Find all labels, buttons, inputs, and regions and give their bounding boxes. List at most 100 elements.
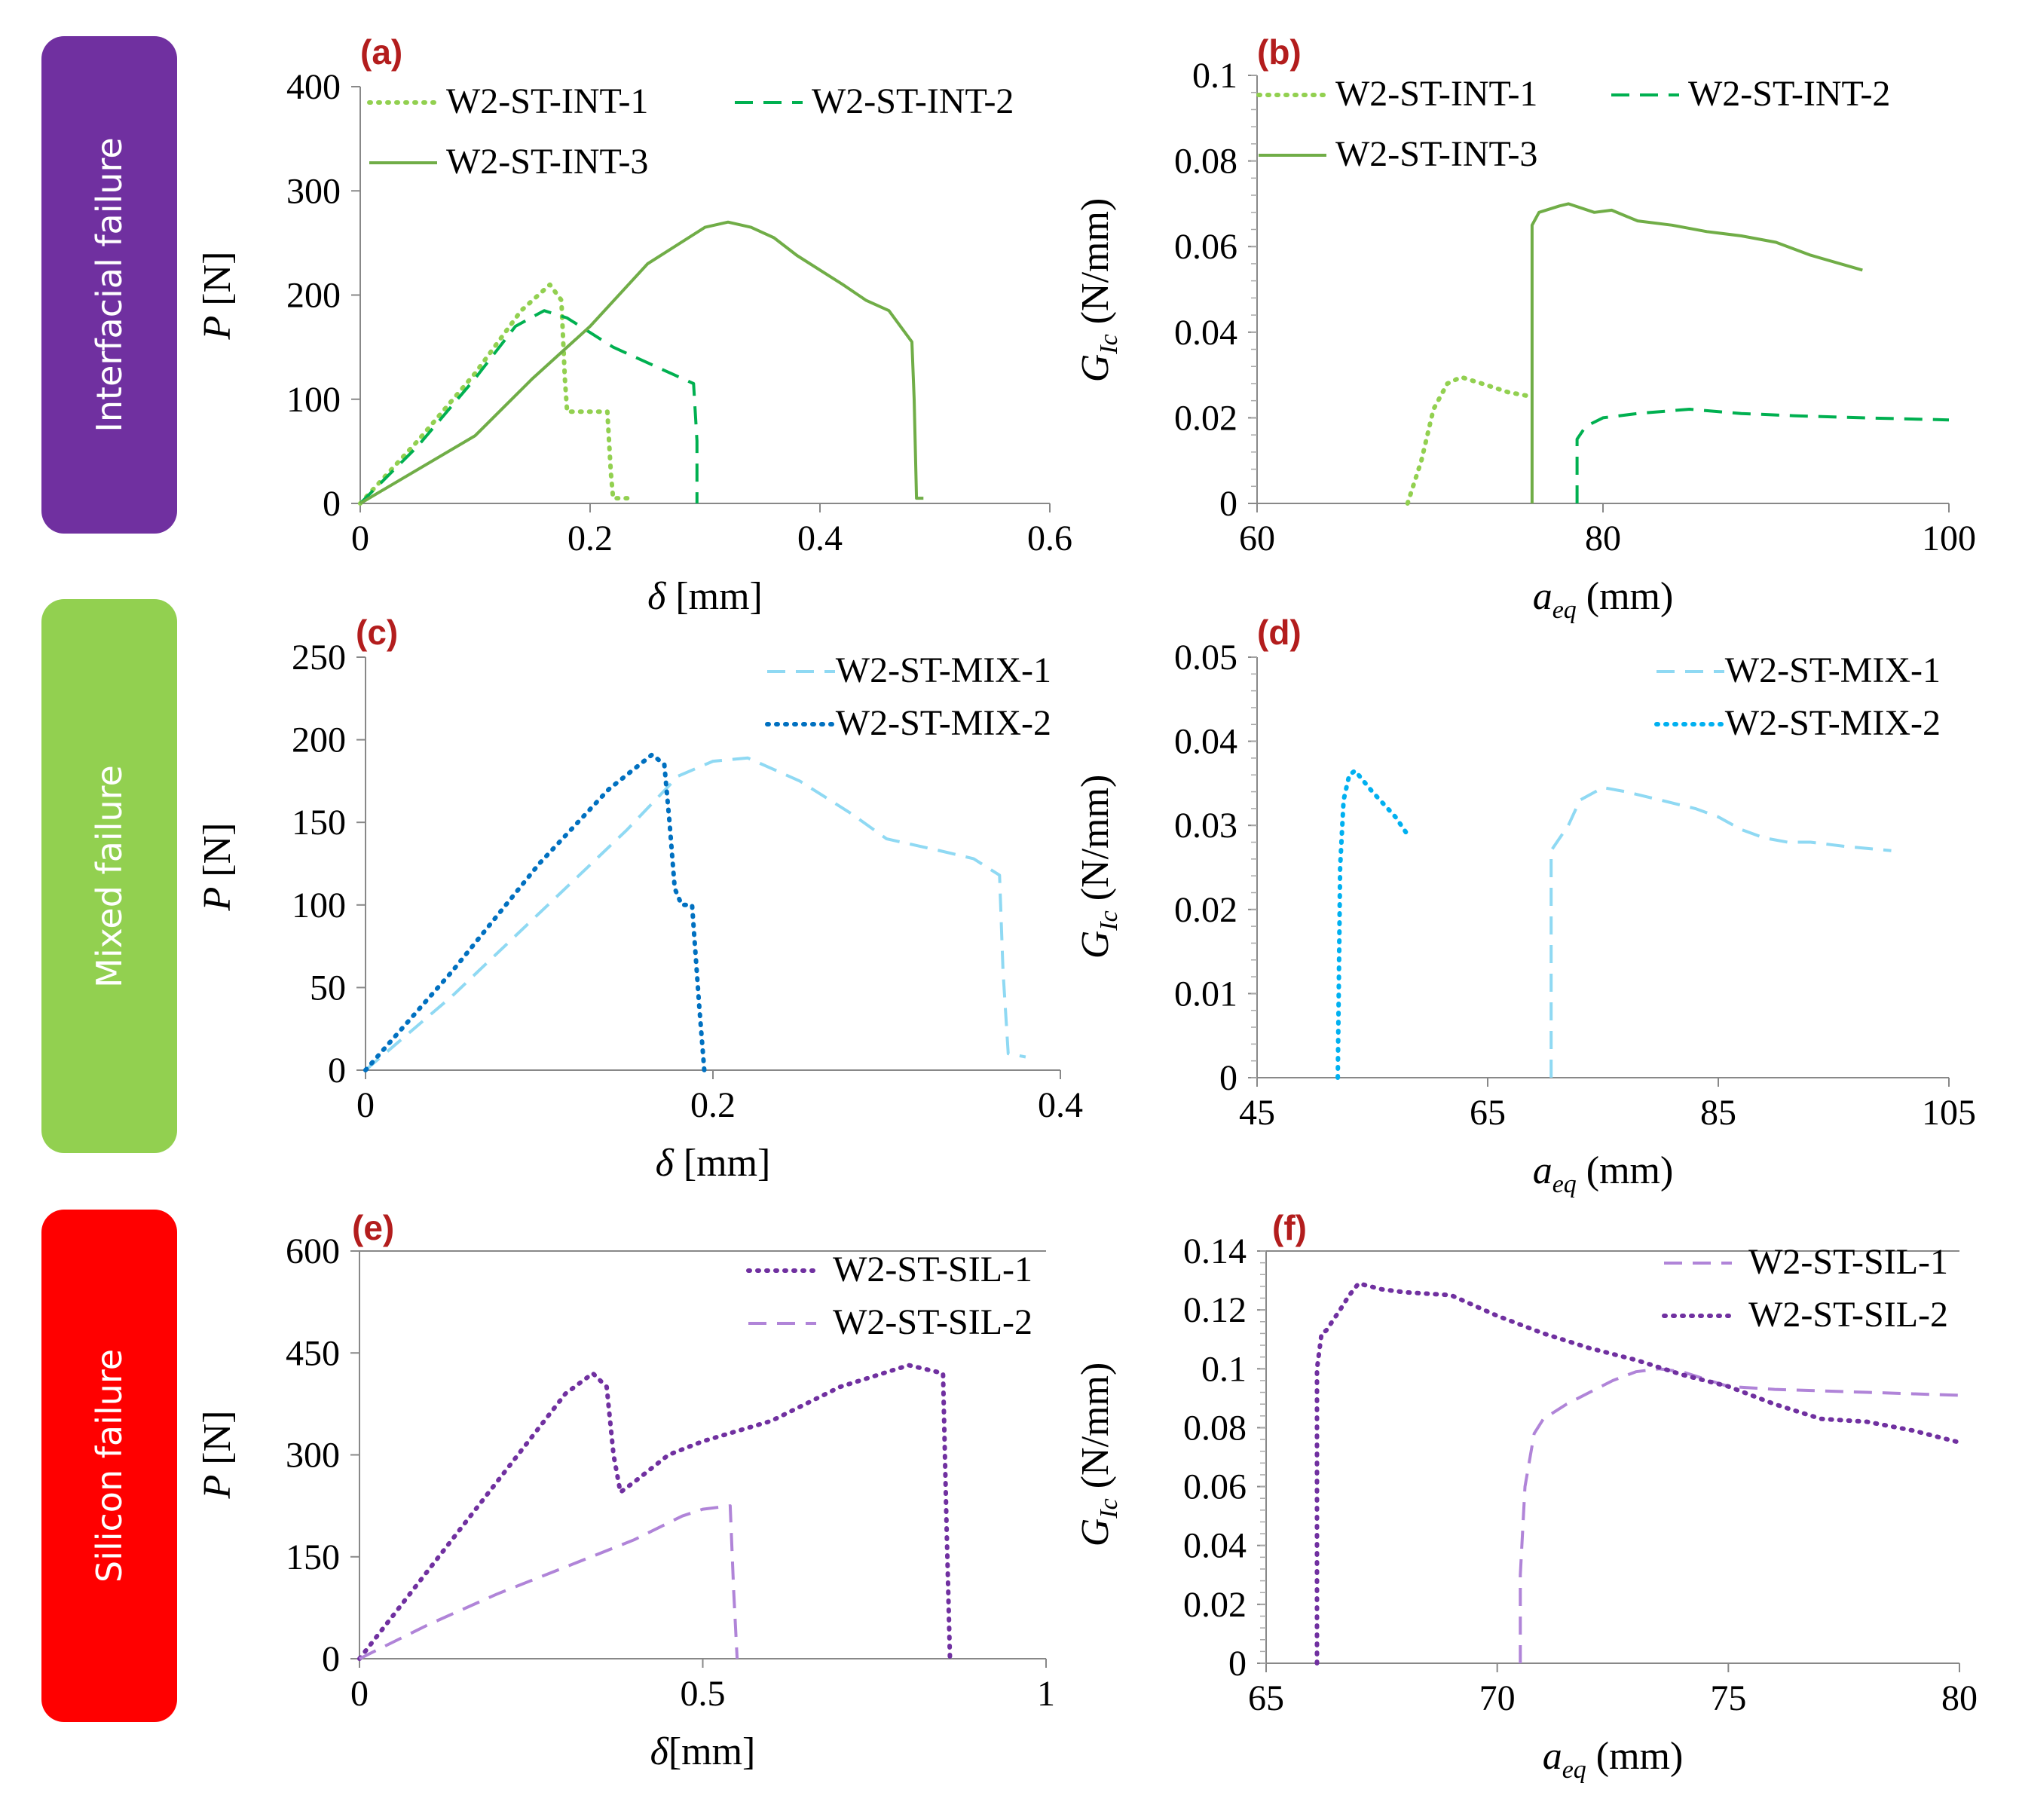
y-tick-label: 0.04 — [1174, 722, 1237, 762]
x-tick-label: 0 — [356, 1085, 375, 1125]
y-tick-label: 0.06 — [1183, 1467, 1247, 1507]
series-line-W2-ST-INT-2 — [359, 309, 699, 505]
y-tick-label: 300 — [286, 1436, 340, 1476]
y-tick-label: 400 — [286, 67, 341, 107]
x-tick-label: 85 — [1700, 1093, 1736, 1133]
panel-label: (b) — [1257, 32, 1302, 72]
legend-label: W2-ST-SIL-1 — [833, 1250, 1032, 1289]
x-tick-label: 0 — [350, 1674, 369, 1714]
y-tick-label: 0 — [328, 1051, 346, 1090]
legend-label: W2-ST-MIX-1 — [836, 650, 1051, 690]
x-tick-label: 1 — [1037, 1674, 1055, 1714]
legend-label: W2-ST-INT-1 — [1335, 74, 1537, 114]
y-tick-label: 200 — [292, 720, 346, 760]
y-tick-label: 0.01 — [1174, 974, 1237, 1014]
y-tick-label: 150 — [286, 1537, 340, 1577]
x-axis-label: aeq (mm) — [1533, 1149, 1674, 1198]
y-tick-label: 0.02 — [1183, 1585, 1247, 1625]
y-tick-label: 0.08 — [1174, 142, 1237, 182]
series-line-W2-ST-SIL-2 — [1314, 1281, 1962, 1666]
x-tick-label: 0 — [351, 518, 369, 558]
x-tick-label: 70 — [1479, 1678, 1516, 1718]
y-tick-label: 50 — [310, 968, 346, 1008]
y-tick-label: 0 — [323, 484, 341, 524]
y-tick-label: 0.08 — [1183, 1408, 1247, 1448]
y-axis-label: GIc (N/mm) — [1074, 775, 1123, 959]
x-tick-label: 65 — [1248, 1678, 1284, 1718]
legend-label: W2-ST-SIL-2 — [833, 1302, 1032, 1342]
panel-label: (d) — [1257, 613, 1302, 652]
y-tick-label: 0 — [1219, 484, 1237, 524]
y-tick-label: 0.14 — [1183, 1231, 1247, 1271]
y-tick-label: 0.05 — [1174, 638, 1237, 678]
x-tick-label: 60 — [1239, 518, 1275, 558]
legend-label: W2-ST-INT-3 — [446, 142, 648, 182]
x-tick-label: 0.2 — [567, 518, 613, 558]
row-label-interfacial: Interfacial failure — [41, 36, 177, 534]
series-line-W2-ST-SIL-2 — [359, 1504, 739, 1660]
chart-panel-4: 0 0.5 1 0 150 300 450 600 W2-ST-SIL-1 W2-ST-SIL-2… — [196, 1208, 1055, 1773]
series-line-W2-ST-SIL-1 — [357, 1363, 953, 1661]
y-tick-label: 450 — [286, 1333, 340, 1373]
y-tick-label: 0.1 — [1201, 1349, 1247, 1389]
y-tick-label: 0 — [1228, 1644, 1247, 1684]
panel-label: (c) — [356, 613, 398, 652]
y-tick-label: 0.06 — [1174, 227, 1237, 267]
y-tick-label: 0 — [322, 1639, 340, 1679]
y-tick-label: 0.02 — [1174, 398, 1237, 438]
x-tick-label: 65 — [1470, 1093, 1506, 1133]
x-tick-label: 100 — [1922, 518, 1976, 558]
y-tick-label: 0 — [1219, 1058, 1237, 1098]
y-axis-label: GIc (N/mm) — [1074, 1363, 1123, 1547]
x-tick-label: 0.4 — [797, 518, 843, 558]
legend-label: W2-ST-SIL-1 — [1748, 1242, 1948, 1282]
x-axis-label: δ [mm] — [647, 575, 763, 618]
legend-label: W2-ST-MIX-2 — [1725, 703, 1941, 743]
x-axis-label: aeq (mm) — [1543, 1735, 1684, 1784]
y-tick-label: 300 — [286, 171, 341, 211]
x-tick-label: 0.2 — [690, 1085, 736, 1125]
series-line-W2-ST-INT-3 — [1530, 202, 1863, 503]
legend-label: W2-ST-INT-2 — [812, 81, 1014, 121]
row-label-mixed: Mixed failure — [41, 599, 177, 1153]
y-tick-label: 0.02 — [1174, 890, 1237, 930]
x-tick-label: 0.5 — [681, 1674, 726, 1714]
series-line-W2-ST-SIL-1 — [1519, 1367, 1960, 1663]
series-line-W2-ST-MIX-2 — [1335, 768, 1409, 1080]
y-tick-label: 0.04 — [1174, 313, 1237, 353]
y-axis-label: P [N] — [196, 252, 239, 341]
y-tick-label: 0.1 — [1192, 56, 1237, 96]
x-tick-label: 0.4 — [1038, 1085, 1083, 1125]
y-tick-label: 0.04 — [1183, 1526, 1247, 1566]
legend-label: W2-ST-MIX-1 — [1725, 650, 1941, 690]
legend-label: W2-ST-SIL-2 — [1748, 1295, 1948, 1335]
x-axis-label: δ[mm] — [650, 1730, 756, 1773]
series-line-W2-ST-INT-1 — [358, 282, 633, 506]
chart-panel-2: 0 0.2 0.4 0 50 100 150 200 250 W2-ST-MIX-1 W2-ST-M… — [196, 613, 1083, 1185]
series-line-W2-ST-MIX-1 — [364, 756, 1026, 1072]
y-axis-label: P [N] — [196, 1411, 239, 1500]
y-axis-label: P [N] — [196, 823, 239, 912]
legend-label: W2-ST-INT-3 — [1335, 134, 1537, 174]
series-line-W2-ST-INT-2 — [1575, 408, 1950, 503]
x-tick-label: 0.6 — [1027, 518, 1072, 558]
series-line-W2-ST-MIX-2 — [363, 752, 707, 1072]
panel-label: (f) — [1272, 1208, 1307, 1247]
x-tick-label: 80 — [1585, 518, 1621, 558]
chart-panel-0: 0 0.2 0.4 0.6 0 100 200 300 400 W2-ST-INT-1 W2-ST-… — [196, 32, 1072, 618]
chart-panel-1: 60 80 100 0 0.02 0.04 0.06 0.08 0.1 W2-ST-INT-1 W2… — [1074, 32, 1976, 624]
legend-label: W2-ST-MIX-2 — [836, 703, 1051, 743]
x-tick-label: 105 — [1922, 1093, 1976, 1133]
x-axis-label: δ [mm] — [656, 1142, 771, 1185]
legend-label: W2-ST-INT-2 — [1688, 74, 1890, 114]
series-line-W2-ST-INT-1 — [1405, 375, 1533, 506]
chart-panel-5: 65 70 75 80 0 0.02 0.04 0.06 0.08 0.1 0.12 0.14 W2-S… — [1074, 1208, 1978, 1784]
panel-label: (e) — [352, 1208, 394, 1247]
y-tick-label: 250 — [292, 638, 346, 678]
x-tick-label: 80 — [1941, 1678, 1978, 1718]
series-line-W2-ST-MIX-1 — [1549, 786, 1892, 1078]
y-tick-label: 200 — [286, 276, 341, 316]
y-axis-label: GIc (N/mm) — [1074, 198, 1123, 383]
x-tick-label: 75 — [1710, 1678, 1746, 1718]
